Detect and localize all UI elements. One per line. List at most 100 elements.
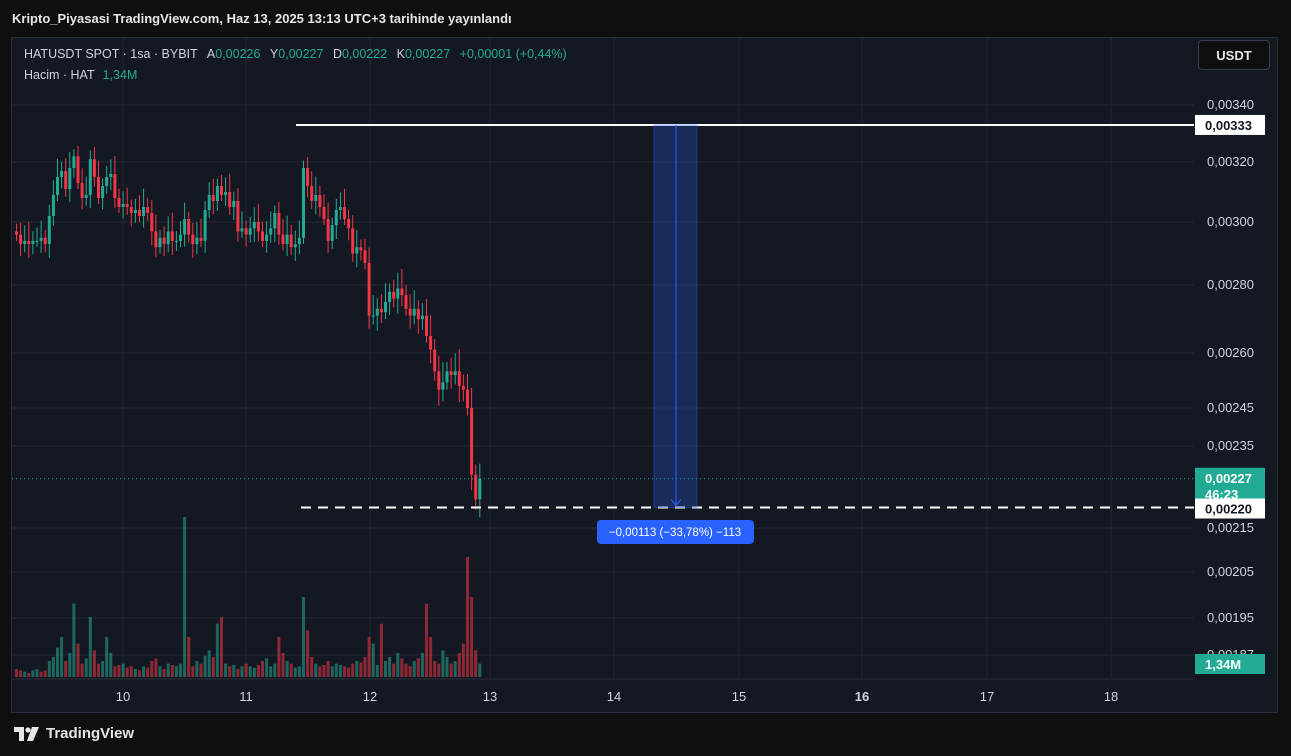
volume-bar	[220, 617, 223, 677]
candle-body	[351, 228, 355, 254]
volume-bar	[68, 653, 72, 677]
volume-bar	[60, 637, 64, 677]
volume-bar	[306, 630, 310, 677]
candle-body	[306, 168, 310, 186]
candle-body	[244, 228, 248, 235]
candle-body	[355, 247, 359, 254]
candle-body	[117, 198, 121, 207]
candle-body	[27, 240, 31, 245]
volume-bar	[92, 650, 96, 677]
candle-body	[125, 204, 129, 207]
volume-bar	[310, 657, 314, 677]
volume-bar	[384, 661, 387, 677]
candle-body	[215, 186, 219, 201]
volume-bar	[105, 637, 109, 677]
volume-bar	[109, 653, 113, 677]
volume-bar	[437, 663, 441, 677]
candle-body	[203, 210, 207, 241]
volume-bar	[273, 663, 277, 677]
candle-body	[179, 234, 182, 241]
candle-body	[101, 186, 105, 198]
candle-body	[277, 213, 281, 235]
x-axis-tick: 14	[607, 689, 621, 704]
volume-bar	[179, 663, 182, 677]
chart-panel[interactable]: −0,00113 (−33,78%) −113 0,00340 0,00320 0,0…	[11, 37, 1278, 713]
candle-body	[338, 207, 342, 210]
candle-body	[273, 213, 277, 229]
volume-bar	[88, 617, 92, 677]
volume-bar	[457, 653, 461, 677]
candle-body	[433, 349, 437, 372]
candle-body	[228, 192, 232, 207]
volume-bar	[125, 667, 129, 677]
volume-bar	[84, 658, 88, 677]
volume-bar	[244, 663, 248, 677]
volume-value: 1,34M	[102, 68, 138, 82]
candle-body	[252, 222, 256, 229]
volume-bar	[355, 661, 359, 677]
candle-body	[138, 210, 141, 216]
candle-body	[183, 219, 187, 235]
candle-body	[199, 237, 203, 241]
volume-bar	[146, 667, 150, 677]
candle-body	[60, 171, 64, 177]
candle-body	[64, 171, 68, 189]
tradingview-brand[interactable]: TradingView	[14, 725, 134, 742]
candle-body	[318, 195, 322, 207]
candle-body	[129, 207, 133, 213]
volume-bar	[256, 665, 260, 677]
volume-bar	[396, 653, 400, 677]
candle-body	[88, 159, 92, 195]
volume-bar	[285, 661, 289, 677]
volume-bar	[207, 650, 211, 677]
close-key: K	[396, 47, 405, 61]
volume-bar	[248, 666, 252, 677]
candle-body	[150, 213, 154, 232]
candle-body	[330, 225, 334, 241]
high-line-price-tag: 0,00333	[1205, 118, 1252, 133]
candle-body	[256, 222, 260, 232]
volume-bar	[15, 669, 18, 677]
candle-body	[121, 204, 125, 207]
candle-body	[56, 177, 59, 195]
x-axis-tick: 11	[239, 689, 253, 704]
candle-body	[416, 308, 420, 319]
volume-label[interactable]: Hacim · HAT	[24, 68, 95, 82]
volume-bar	[453, 661, 457, 677]
candle-body	[478, 478, 482, 500]
candle-body	[211, 195, 215, 201]
measure-arrow-head	[670, 499, 682, 507]
volume-bar	[265, 658, 269, 677]
candle-body	[51, 195, 55, 216]
y-axis-tick: 0,00320	[1207, 154, 1254, 169]
volume-bar	[379, 623, 383, 677]
volume-bar	[318, 666, 322, 677]
candle-body	[367, 262, 371, 316]
currency-button[interactable]: USDT	[1198, 40, 1270, 70]
candle-body	[371, 315, 375, 317]
candle-body	[84, 195, 88, 198]
open-value: 0,00226	[215, 47, 261, 61]
volume-bar	[211, 657, 215, 677]
candle-body	[187, 219, 191, 235]
volume-legend: Hacim · HAT 1,34M	[24, 68, 137, 82]
volume-bar	[466, 557, 469, 677]
candle-body	[392, 291, 396, 299]
price-chart[interactable]: −0,00113 (−33,78%) −113 0,00340 0,00320 0,0…	[12, 38, 1279, 714]
volume-bar	[388, 657, 392, 677]
volume-bar	[72, 603, 76, 677]
candle-body	[261, 231, 264, 241]
volume-bar	[76, 643, 80, 677]
candle-body	[281, 234, 285, 245]
symbol-label[interactable]: HATUSDT SPOT · 1sa · BYBIT	[24, 47, 198, 61]
volume-bar	[215, 623, 219, 677]
candle-body	[420, 315, 424, 319]
candle-body	[269, 228, 273, 235]
candle-body	[240, 228, 244, 232]
candle-body	[232, 201, 236, 207]
candle-body	[191, 234, 195, 245]
volume-bar	[334, 663, 338, 677]
volume-bar	[351, 663, 355, 677]
volume-bar	[27, 673, 31, 677]
volume-bar	[195, 661, 199, 677]
